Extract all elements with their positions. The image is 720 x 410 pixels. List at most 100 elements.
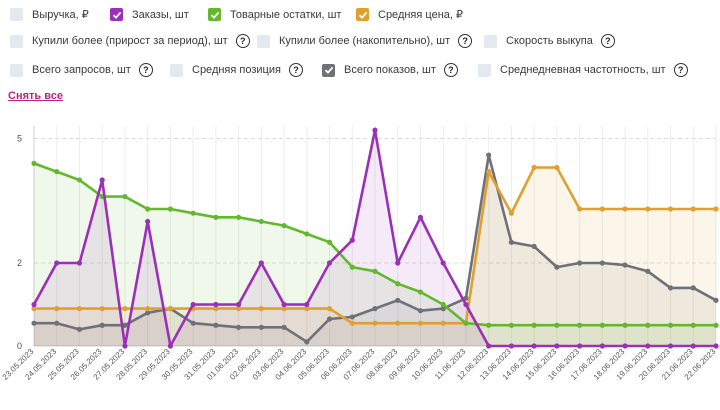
metric-revenue-label: Выручка, ₽: [32, 9, 89, 21]
data-point: [645, 268, 651, 274]
line-chart: 02523.05.202324.05.202325.05.202326.05.2…: [1, 126, 719, 382]
help-icon[interactable]: ?: [443, 63, 458, 77]
data-point: [349, 237, 355, 243]
metric-avg-frequency[interactable]: Среднедневная частотность, шт ?: [478, 63, 688, 77]
data-point: [554, 264, 560, 270]
data-point: [599, 260, 605, 266]
checkbox-unchecked[interactable]: [257, 34, 270, 48]
data-point: [599, 206, 605, 212]
data-point: [190, 301, 196, 308]
data-point: [667, 343, 674, 349]
data-point: [372, 306, 378, 312]
data-point: [31, 160, 37, 166]
data-point: [213, 214, 219, 220]
checkbox-unchecked[interactable]: [10, 63, 23, 77]
metric-avg-price[interactable]: Средняя цена, ₽: [356, 8, 463, 21]
data-point: [258, 324, 264, 330]
checkbox-checked[interactable]: [110, 8, 123, 21]
reset-all-link[interactable]: Снять все: [8, 90, 63, 102]
data-point: [486, 343, 492, 349]
data-point: [554, 164, 560, 171]
metric-bought-cumulative[interactable]: Купили более (накопительно), шт ?: [257, 34, 473, 48]
data-point: [645, 322, 651, 328]
data-point: [713, 322, 719, 328]
checkbox-unchecked[interactable]: [484, 34, 497, 48]
data-point: [190, 210, 196, 216]
data-point: [554, 343, 560, 349]
data-point: [281, 324, 287, 330]
data-point: [667, 206, 674, 212]
data-point: [508, 239, 514, 245]
data-point: [622, 343, 628, 349]
data-point: [690, 206, 696, 212]
checkbox-unchecked[interactable]: [10, 8, 23, 21]
data-point: [645, 206, 651, 212]
data-point: [531, 322, 537, 328]
data-point: [258, 260, 264, 266]
metric-orders[interactable]: Заказы, шт: [110, 8, 189, 21]
checkbox-checked[interactable]: [322, 63, 335, 77]
checkbox-unchecked[interactable]: [478, 63, 491, 77]
data-point: [440, 306, 446, 312]
data-point: [577, 260, 583, 266]
help-icon[interactable]: ?: [600, 34, 615, 48]
data-point: [54, 169, 60, 175]
metric-bought-growth[interactable]: Купили более (прирост за период), шт ?: [10, 34, 250, 48]
data-point: [304, 306, 310, 312]
data-point: [236, 214, 242, 220]
data-point: [372, 127, 378, 133]
data-point: [667, 285, 674, 291]
checkbox-checked[interactable]: [208, 8, 221, 21]
help-icon[interactable]: ?: [288, 63, 303, 77]
data-point: [577, 343, 583, 349]
data-point: [713, 297, 719, 303]
data-point: [395, 297, 401, 303]
data-point: [167, 306, 173, 312]
data-point: [31, 320, 37, 326]
help-icon[interactable]: ?: [458, 34, 473, 48]
data-point: [395, 260, 401, 266]
metric-buyout-speed-label: Скорость выкупа: [506, 35, 593, 47]
data-point: [531, 243, 537, 249]
data-point: [326, 316, 333, 322]
help-icon[interactable]: ?: [138, 63, 153, 77]
data-point: [395, 281, 401, 287]
data-point: [326, 239, 333, 245]
metric-revenue[interactable]: Выручка, ₽: [10, 8, 89, 21]
data-point: [281, 306, 287, 312]
data-point: [440, 260, 446, 266]
checkbox-checked[interactable]: [356, 8, 369, 21]
data-point: [349, 314, 355, 320]
data-point: [690, 322, 696, 328]
data-point: [690, 343, 696, 349]
data-point: [349, 264, 355, 270]
data-point: [349, 320, 355, 326]
metric-total-queries-label: Всего запросов, шт: [32, 64, 131, 76]
checkbox-unchecked[interactable]: [170, 63, 183, 77]
metric-orders-label: Заказы, шт: [132, 8, 189, 21]
data-point: [508, 343, 514, 349]
metric-avg-frequency-label: Среднедневная частотность, шт: [500, 64, 666, 76]
metric-total-queries[interactable]: Всего запросов, шт ?: [10, 63, 153, 77]
data-point: [76, 306, 83, 312]
help-icon[interactable]: ?: [673, 63, 688, 77]
metric-total-impressions[interactable]: Всего показов, шт ?: [322, 63, 458, 77]
data-point: [463, 320, 469, 326]
data-point: [99, 306, 105, 312]
data-point: [554, 322, 560, 328]
data-point: [417, 214, 424, 220]
metric-buyout-speed[interactable]: Скорость выкупа ?: [484, 34, 615, 48]
checkbox-unchecked[interactable]: [10, 34, 23, 48]
metric-stock[interactable]: Товарные остатки, шт: [208, 8, 341, 21]
y-tick-label: 0: [17, 341, 22, 351]
data-point: [190, 320, 196, 326]
data-point: [395, 320, 401, 326]
data-point: [372, 320, 378, 326]
data-point: [167, 343, 173, 349]
data-point: [463, 301, 469, 308]
data-point: [54, 320, 60, 326]
help-icon[interactable]: ?: [235, 34, 250, 48]
data-point: [599, 343, 605, 349]
metric-avg-position[interactable]: Средняя позиция ?: [170, 63, 303, 77]
data-point: [577, 206, 583, 212]
